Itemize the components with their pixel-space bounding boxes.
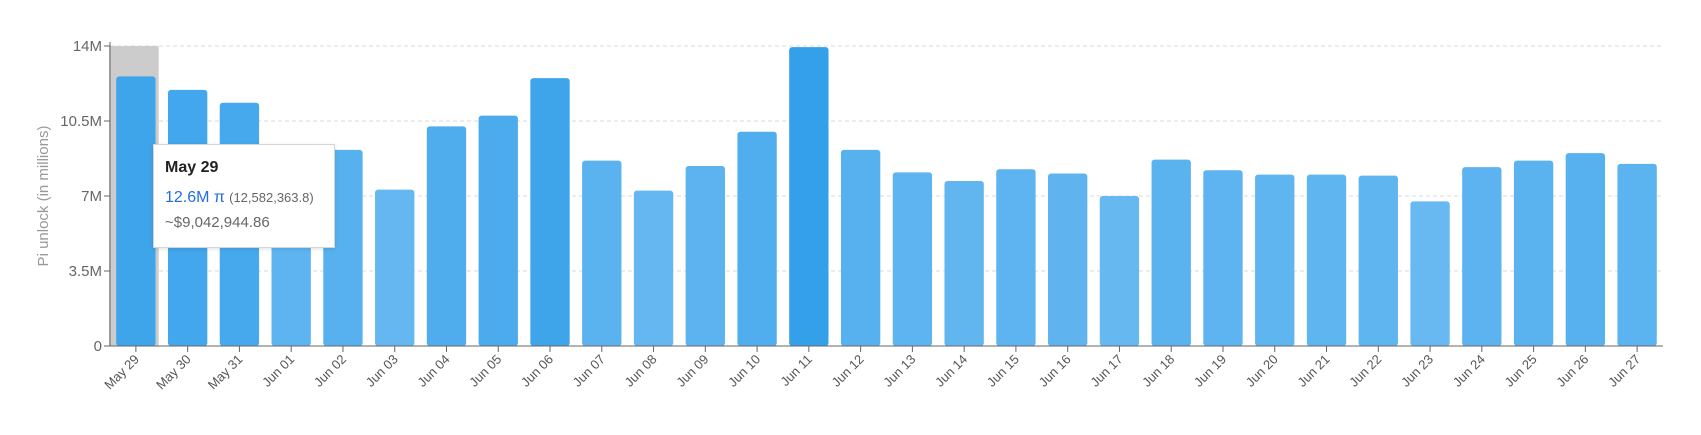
x-tick-label: Jun 01 bbox=[259, 352, 297, 390]
bar[interactable] bbox=[530, 78, 570, 347]
bar[interactable] bbox=[1513, 160, 1554, 346]
x-tick-label: Jun 15 bbox=[984, 352, 1022, 390]
x-tick-label: Jun 26 bbox=[1553, 352, 1591, 390]
x-tick-label: Jun 16 bbox=[1036, 352, 1074, 390]
bar[interactable] bbox=[1099, 196, 1140, 346]
x-tick-labels: May 29 May 30 May 31 Jun 01 Jun 02 Jun 03 Jun … bbox=[101, 346, 1643, 392]
bar[interactable] bbox=[633, 190, 674, 346]
x-tick-label: Jun 14 bbox=[932, 352, 970, 390]
bar[interactable] bbox=[1565, 153, 1606, 346]
x-tick-label: Jun 24 bbox=[1450, 352, 1488, 390]
bar[interactable] bbox=[1048, 173, 1088, 347]
x-tick-label: Jun 19 bbox=[1191, 352, 1229, 390]
bar[interactable] bbox=[1617, 163, 1657, 346]
tooltip-pi-value: 12.6M π bbox=[165, 189, 225, 206]
bar[interactable] bbox=[582, 160, 622, 346]
x-tick-label: Jun 05 bbox=[466, 352, 504, 390]
bar[interactable] bbox=[1462, 167, 1502, 346]
x-tick-label: Jun 22 bbox=[1346, 352, 1384, 390]
tooltip-pi-exact: (12,582,363.8) bbox=[229, 190, 314, 205]
y-tick-labels: 0 3.5M 7M 10.5M 14M bbox=[60, 38, 110, 355]
x-tick-label: Jun 07 bbox=[570, 352, 608, 390]
x-tick-label: May 31 bbox=[205, 352, 246, 393]
bar[interactable] bbox=[478, 115, 518, 347]
y-axis-title: Pi unlock (in millions) bbox=[35, 126, 52, 267]
x-tick-label: Jun 12 bbox=[829, 352, 867, 390]
bar[interactable] bbox=[840, 149, 881, 346]
bar[interactable] bbox=[1203, 170, 1243, 346]
x-tick-label: May 30 bbox=[153, 352, 194, 393]
x-tick-label: Jun 11 bbox=[777, 352, 815, 390]
y-tick-label: 10.5M bbox=[60, 113, 102, 130]
bar[interactable] bbox=[1151, 159, 1191, 346]
y-tick-label: 0 bbox=[94, 338, 102, 355]
x-tick-label: Jun 13 bbox=[880, 352, 918, 390]
x-tick-label: Jun 21 bbox=[1294, 352, 1332, 390]
x-tick-label: Jun 20 bbox=[1243, 352, 1281, 390]
y-tick-label: 7M bbox=[81, 188, 102, 205]
bar[interactable] bbox=[1306, 174, 1347, 346]
x-tick-label: May 29 bbox=[101, 352, 142, 393]
x-tick-label: Jun 06 bbox=[518, 352, 556, 390]
x-tick-label: Jun 25 bbox=[1501, 352, 1539, 390]
bar[interactable] bbox=[685, 166, 725, 346]
bar[interactable] bbox=[426, 126, 467, 346]
tooltip-pi-line: 12.6M π (12,582,363.8) bbox=[165, 189, 323, 207]
x-tick-label: Jun 10 bbox=[725, 352, 763, 390]
x-tick-label: Jun 03 bbox=[363, 352, 401, 390]
bar[interactable] bbox=[737, 131, 777, 346]
tooltip-date: May 29 bbox=[165, 159, 219, 176]
bar[interactable] bbox=[1410, 201, 1450, 346]
x-tick-label: Jun 23 bbox=[1398, 352, 1436, 390]
x-tick-label: Jun 02 bbox=[311, 352, 349, 390]
x-tick-label: Jun 09 bbox=[673, 352, 711, 390]
bar[interactable] bbox=[892, 172, 933, 346]
tooltip: May 29 12.6M π (12,582,363.8) ~$9,042,94… bbox=[153, 144, 335, 248]
bar[interactable] bbox=[789, 47, 829, 346]
axes bbox=[109, 42, 1663, 347]
bars bbox=[116, 47, 1657, 347]
bar[interactable] bbox=[116, 76, 156, 346]
bar[interactable] bbox=[996, 169, 1036, 346]
x-tick-label: Jun 17 bbox=[1087, 352, 1125, 390]
bar[interactable] bbox=[1358, 175, 1398, 346]
bar[interactable] bbox=[944, 181, 984, 346]
x-tick-label: Jun 08 bbox=[621, 352, 659, 390]
bar[interactable] bbox=[375, 189, 415, 346]
x-tick-label: Jun 27 bbox=[1605, 352, 1643, 390]
tooltip-usd-value: ~$9,042,944.86 bbox=[165, 214, 270, 231]
bar[interactable] bbox=[1255, 174, 1295, 346]
y-tick-label: 14M bbox=[73, 38, 102, 55]
y-tick-label: 3.5M bbox=[69, 263, 102, 280]
x-tick-label: Jun 04 bbox=[414, 352, 452, 390]
x-tick-label: Jun 18 bbox=[1139, 352, 1177, 390]
